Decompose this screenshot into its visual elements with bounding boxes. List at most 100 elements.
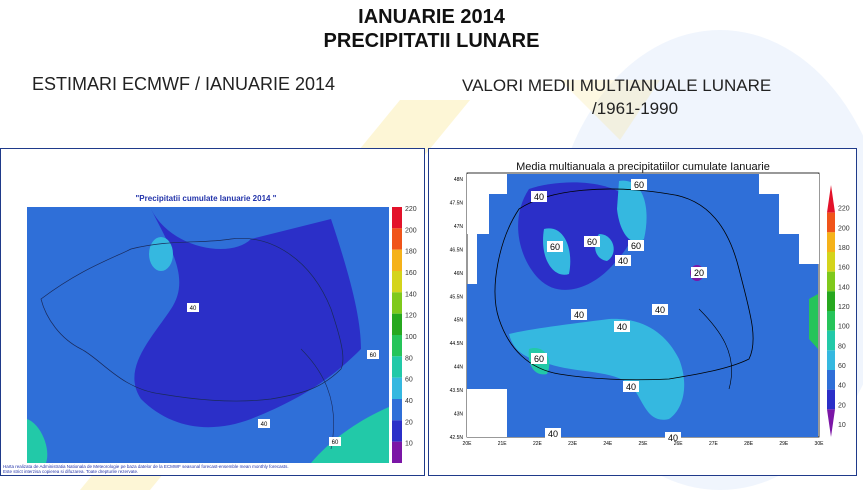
right-map-longitude-tick-label: 21E [498, 441, 508, 447]
right-colorbar-tick-label: 180 [838, 245, 850, 252]
left-map-contour-60-se [311, 407, 389, 463]
ecmwf-forecast-map: "Precipitatii cumulate Ianuarie 2014 " 4… [3, 194, 417, 474]
left-colorbar-tick-label: 200 [405, 227, 417, 234]
svg-text:40: 40 [668, 433, 678, 443]
right-colorbar-tick-label: 160 [838, 265, 850, 272]
right-colorbar-swatch [827, 350, 835, 370]
right-heading-line2: /1961-1990 [592, 99, 679, 118]
right-colorbar-tick-label: 40 [838, 383, 846, 390]
left-map-title: "Precipitatii cumulate Ianuarie 2014 " [136, 194, 277, 203]
right-map-contour-label: 60 [584, 236, 600, 247]
right-map-latitude-tick-label: 44N [454, 365, 464, 371]
left-colorbar-tick-label: 160 [405, 270, 417, 277]
svg-text:60: 60 [631, 241, 641, 251]
right-map-contour-40-south-band [509, 318, 685, 420]
right-map-longitude-tick-label: 30E [815, 441, 825, 447]
left-colorbar-tick-label: 100 [405, 334, 417, 341]
right-map-longitude-tick-label: 20E [463, 441, 473, 447]
right-colorbar-swatch [827, 311, 835, 331]
right-colorbar-tick-label: 10 [838, 422, 846, 429]
right-colorbar-tick-label: 120 [838, 304, 850, 311]
left-colorbar-tick-label: 20 [405, 419, 413, 426]
right-map-contour-high-east [809, 294, 818, 349]
left-colorbar-swatch [392, 441, 402, 463]
right-colorbar-tick-label: 20 [838, 402, 846, 409]
right-map-latitude-tick-label: 45.5N [450, 294, 464, 300]
right-map-title: Media multianuala a precipitatiilor cumu… [516, 161, 770, 173]
left-map-colorbar: 220 200 180 160 140 120 100 80 60 40 20 10 [392, 206, 417, 463]
svg-text:40: 40 [574, 310, 584, 320]
left-map-river [300, 348, 334, 450]
multiannual-mean-map-panel: Media multianuala a precipitatiilor cumu… [428, 148, 857, 476]
multiannual-mean-map: Media multianuala a precipitatiilor cumu… [450, 161, 850, 447]
right-colorbar-swatch [827, 271, 835, 292]
right-map-contour-20-area [518, 182, 638, 290]
svg-text:60: 60 [587, 237, 597, 247]
left-colorbar-tick-label: 60 [405, 377, 413, 384]
left-map-country-border [40, 238, 344, 402]
right-colorbar-swatch [827, 330, 835, 351]
right-map-contour-label: 40 [545, 428, 561, 439]
right-map-contour-60-north [617, 180, 647, 242]
left-map-footer-line2: Este strict interzisa copierea si difuza… [3, 469, 138, 474]
right-map-latitude-ticks: 48N 47.5N 47N 46.5N 46N 45.5N 45N 44.5N 44N 43.5N… [450, 177, 464, 441]
right-colorbar-swatch [827, 409, 835, 437]
left-colorbar-swatch [392, 271, 402, 293]
right-map-longitude-tick-label: 24E [603, 441, 613, 447]
right-map-contour-label: 60 [547, 241, 563, 252]
right-map-colorbar: 220 200 180 160 140 120 100 80 60 40 20 10 [827, 185, 850, 437]
svg-text:40: 40 [190, 306, 197, 312]
svg-text:60: 60 [550, 242, 560, 252]
right-panel-heading: VALORI MEDII MULTIANUALE LUNARE /1961-19… [462, 74, 842, 120]
right-map-river [698, 308, 732, 390]
left-map-contour-40-area [134, 209, 361, 428]
right-map-contour-label: 60 [531, 353, 547, 364]
right-colorbar-swatch [827, 370, 835, 390]
left-colorbar-tick-label: 180 [405, 249, 417, 256]
right-map-longitude-tick-label: 27E [709, 441, 719, 447]
right-colorbar-tick-label: 220 [838, 206, 850, 213]
right-map-country-border [494, 188, 754, 381]
right-map-latitude-tick-label: 45N [454, 318, 464, 324]
right-colorbar-tick-label: 80 [838, 343, 846, 350]
svg-text:40: 40 [618, 256, 628, 266]
right-map-longitude-tick-label: 26E [674, 441, 684, 447]
ecmwf-forecast-map-panel: "Precipitatii cumulate Ianuarie 2014 " 4… [0, 148, 425, 476]
right-map-longitude-tick-label: 28E [744, 441, 754, 447]
right-map-latitude-tick-label: 43N [454, 412, 464, 418]
right-map-contour-label: 40 [652, 304, 668, 315]
left-colorbar-swatch [392, 313, 402, 335]
right-map-latitude-tick-label: 43.5N [450, 388, 464, 394]
right-colorbar-swatch [827, 291, 835, 311]
left-map-footer-line1: Harta realizata de Administratia Nationa… [3, 464, 289, 469]
left-colorbar-tick-label: 40 [405, 398, 413, 405]
left-colorbar-swatch [392, 356, 402, 378]
right-map-contour-label: 20 [691, 267, 707, 278]
left-colorbar-swatch [392, 377, 402, 399]
svg-text:40: 40 [548, 429, 558, 439]
right-colorbar-tick-label: 60 [838, 363, 846, 370]
right-heading-line1: VALORI MEDII MULTIANUALE LUNARE [462, 76, 772, 95]
right-colorbar-tick-label: 200 [838, 225, 850, 232]
right-colorbar-tick-label: 100 [838, 324, 850, 331]
left-map-contour-label: 40 [187, 303, 199, 312]
left-colorbar-tick-label: 220 [405, 206, 417, 213]
right-map-longitude-tick-label: 23E [568, 441, 578, 447]
right-map-contour-label: 40 [623, 381, 639, 392]
svg-text:40: 40 [534, 192, 544, 202]
right-map-contour-label: 60 [628, 240, 644, 251]
right-map-longitude-tick-label: 29E [779, 441, 789, 447]
right-map-latitude-tick-label: 46N [454, 271, 464, 277]
svg-text:60: 60 [370, 353, 377, 359]
left-map-contour-60-sw [27, 419, 48, 463]
page-title: IANUARIE 2014 [358, 6, 505, 28]
page-subtitle: PRECIPITATII LUNARE [323, 30, 540, 52]
right-map-latitude-tick-label: 44.5N [450, 341, 464, 347]
right-colorbar-swatch [827, 389, 835, 410]
right-map-latitude-tick-label: 47N [454, 224, 464, 230]
left-panel-heading: ESTIMARI ECMWF / IANUARIE 2014 [32, 74, 336, 94]
left-map-contour-label: 40 [258, 419, 270, 428]
svg-text:20: 20 [694, 268, 704, 278]
svg-text:60: 60 [634, 180, 644, 190]
